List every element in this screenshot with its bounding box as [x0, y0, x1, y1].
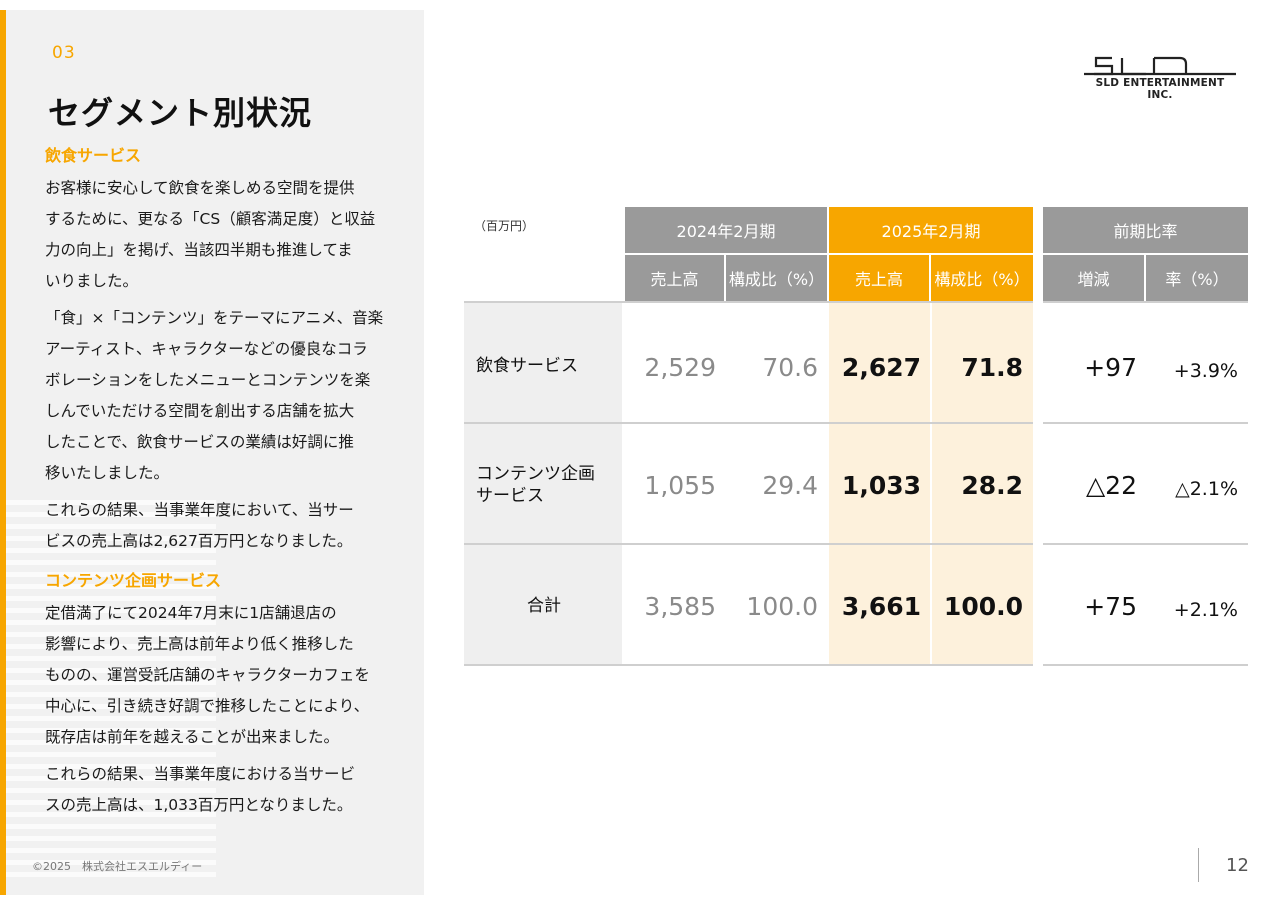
accent-bar [0, 10, 6, 895]
page-title: セグメント別状況 [48, 94, 313, 132]
cell-change: +75 [1084, 592, 1137, 621]
text-line: ものの、運営受託店舗のキャラクターカフェを [45, 666, 370, 684]
row-label-line: 合計 [527, 596, 561, 616]
cell-sales-2025: 3,661 [841, 592, 921, 621]
cell-change: △22 [1085, 471, 1137, 500]
row-divider [1043, 422, 1248, 424]
header-fy2024: 2024年2月期 [625, 207, 827, 253]
subheader-ratio-2024: 構成比（%） [726, 255, 827, 301]
row-divider [1043, 301, 1248, 303]
row-divider [464, 301, 1033, 303]
cell-ratio-2024: 70.6 [762, 353, 818, 382]
segment-text-column: 飲食サービス お客様に安心して飲食を楽しめる空間を提供 するために、更なる「CS… [45, 144, 395, 827]
paragraph: これらの結果、当事業年度において、当サー ビスの売上高は2,627百万円となりま… [45, 495, 395, 557]
text-line: これらの結果、当事業年度における当サービ [45, 765, 356, 783]
text-line: これらの結果、当事業年度において、当サー [45, 501, 354, 519]
company-logo [1084, 56, 1236, 76]
copyright: ©2025 株式会社エスエルディー [32, 860, 203, 873]
header-yoy: 前期比率 [1043, 207, 1248, 253]
row-divider [464, 422, 1033, 424]
highlight-separator [930, 302, 932, 665]
paragraph: 「食」×「コンテンツ」をテーマにアニメ、音楽 アーティスト、キャラクターなどの優… [45, 303, 395, 489]
text-line: ビスの売上高は2,627百万円となりました。 [45, 532, 353, 550]
row-divider [464, 543, 1033, 545]
logo-text: SLD ENTERTAINMENT INC. [1095, 77, 1225, 101]
text-line: お客様に安心して飲食を楽しめる空間を提供 [45, 179, 355, 197]
row-label-content: コンテンツ企画 サービス [476, 463, 595, 507]
row-label-total: 合計 [527, 595, 561, 617]
text-line: 定借満了にて2024年7月末に1店舗退店の [45, 604, 337, 622]
segment-heading-food: 飲食サービス [45, 146, 142, 165]
cell-sales-2025: 2,627 [841, 353, 921, 382]
page-number: 12 [1226, 855, 1249, 876]
cell-rate: +2.1% [1173, 599, 1238, 621]
subheader-change: 増減 [1043, 255, 1144, 301]
text-line: しんでいただける空間を創出する店舗を拡大 [45, 402, 355, 420]
cell-ratio-2024: 29.4 [762, 471, 818, 500]
text-line: スの売上高は、1,033百万円となりました。 [45, 796, 353, 814]
cell-change: +97 [1084, 353, 1137, 382]
cell-sales-2024: 3,585 [644, 592, 716, 621]
segment-heading-content: コンテンツ企画サービス [45, 571, 222, 590]
cell-rate: △2.1% [1175, 478, 1238, 500]
header-fy2025: 2025年2月期 [829, 207, 1033, 253]
cell-ratio-2025: 28.2 [961, 471, 1023, 500]
text-line: 力の向上」を掲げ、当該四半期も推進してま [45, 241, 353, 259]
row-divider [1043, 543, 1248, 545]
paragraph: お客様に安心して飲食を楽しめる空間を提供 するために、更なる「CS（顧客満足度）… [45, 173, 395, 297]
row-divider [1043, 664, 1248, 666]
text-line: するために、更なる「CS（顧客満足度）と収益 [45, 210, 376, 228]
subheader-sales-2024: 売上高 [625, 255, 724, 301]
text-line: 中心に、引き続き好調で推移したことにより、 [45, 697, 370, 715]
page-number-divider [1198, 848, 1199, 882]
cell-sales-2025: 1,033 [841, 471, 921, 500]
unit-label: （百万円） [474, 219, 535, 233]
row-label-line: コンテンツ企画 [476, 464, 595, 484]
subheader-ratio-2025: 構成比（%） [931, 255, 1033, 301]
text-line: 影響により、売上高は前年より低く推移した [45, 635, 354, 653]
cell-rate: +3.9% [1173, 360, 1238, 382]
row-label-line: サービス [476, 486, 544, 506]
section-number: 03 [52, 43, 76, 63]
row-label-line: 飲食サービス [476, 356, 578, 376]
text-line: 移いたしました。 [45, 464, 170, 482]
row-divider [464, 664, 1033, 666]
cell-sales-2024: 1,055 [644, 471, 716, 500]
paragraph: 定借満了にて2024年7月末に1店舗退店の 影響により、売上高は前年より低く推移… [45, 598, 395, 753]
cell-ratio-2025: 71.8 [961, 353, 1023, 382]
left-panel: 03 セグメント別状況 飲食サービス お客様に安心して飲食を楽しめる空間を提供 … [0, 10, 424, 895]
text-line: ボレーションをしたメニューとコンテンツを楽 [45, 371, 371, 389]
text-line: 既存店は前年を越えることが出来ました。 [45, 728, 340, 746]
cell-ratio-2024: 100.0 [746, 592, 818, 621]
subheader-rate: 率（%） [1146, 255, 1248, 301]
row-label-food: 飲食サービス [476, 355, 578, 377]
cell-ratio-2025: 100.0 [943, 592, 1023, 621]
subheader-sales-2025: 売上高 [829, 255, 929, 301]
text-line: いりました。 [45, 272, 139, 290]
decorative-stripes [6, 500, 216, 890]
row-label-background [464, 302, 622, 665]
text-line: 「食」×「コンテンツ」をテーマにアニメ、音楽 [45, 309, 384, 327]
text-line: したことで、飲食サービスの業績は好調に推 [45, 433, 354, 451]
paragraph: これらの結果、当事業年度における当サービ スの売上高は、1,033百万円となりま… [45, 759, 395, 821]
text-line: アーティスト、キャラクターなどの優良なコラ [45, 340, 368, 358]
cell-sales-2024: 2,529 [644, 353, 716, 382]
